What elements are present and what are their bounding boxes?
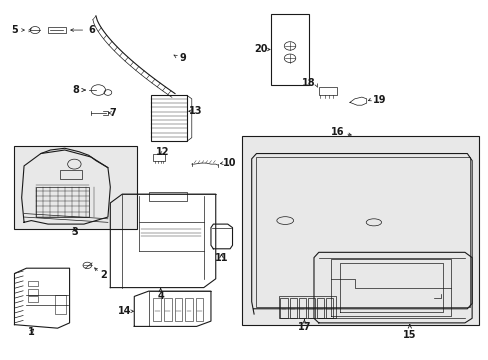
- Text: 5: 5: [12, 25, 18, 35]
- Text: 16: 16: [330, 127, 344, 138]
- Bar: [28, 296, 39, 302]
- Bar: [55, 294, 65, 314]
- Text: 6: 6: [89, 25, 95, 35]
- Bar: [153, 153, 165, 161]
- Text: 20: 20: [253, 45, 267, 54]
- Bar: [36, 187, 89, 217]
- Bar: [318, 86, 336, 95]
- Bar: [270, 14, 308, 85]
- Bar: [184, 298, 192, 321]
- Bar: [325, 298, 332, 318]
- Text: 15: 15: [402, 324, 416, 340]
- Bar: [163, 298, 171, 321]
- Text: 17: 17: [297, 320, 310, 333]
- Bar: [151, 95, 186, 141]
- Text: 1: 1: [28, 327, 35, 337]
- Bar: [279, 296, 335, 318]
- Text: 13: 13: [189, 106, 203, 116]
- Bar: [28, 289, 39, 294]
- Bar: [153, 298, 161, 321]
- Text: 19: 19: [372, 95, 386, 104]
- Bar: [280, 298, 287, 318]
- Bar: [28, 280, 39, 286]
- Bar: [60, 170, 81, 179]
- Text: 7: 7: [109, 108, 115, 118]
- Text: 10: 10: [223, 158, 236, 168]
- Bar: [316, 298, 324, 318]
- Bar: [289, 298, 296, 318]
- Text: 2: 2: [101, 270, 107, 280]
- Bar: [148, 192, 186, 201]
- Bar: [298, 298, 305, 318]
- Bar: [195, 298, 203, 321]
- Bar: [242, 136, 478, 325]
- Bar: [307, 298, 314, 318]
- Bar: [256, 157, 469, 307]
- Text: 12: 12: [156, 148, 169, 157]
- Bar: [14, 147, 137, 229]
- Text: 14: 14: [118, 306, 132, 316]
- Text: 4: 4: [157, 288, 163, 301]
- Text: 11: 11: [214, 253, 228, 263]
- Bar: [174, 298, 182, 321]
- Text: 9: 9: [180, 53, 186, 63]
- Text: 3: 3: [71, 227, 78, 237]
- Bar: [48, 27, 66, 33]
- Text: 18: 18: [301, 78, 315, 88]
- Text: 8: 8: [72, 85, 85, 95]
